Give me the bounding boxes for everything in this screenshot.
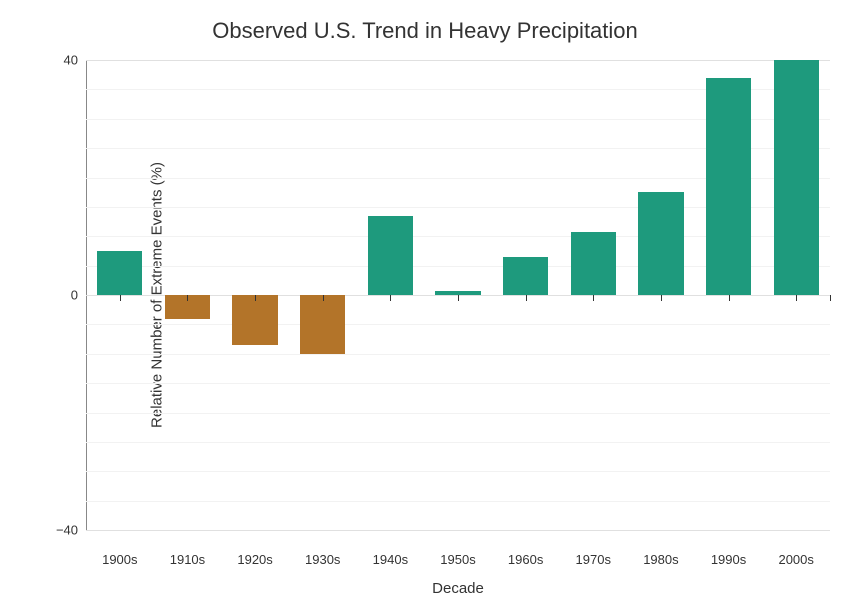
gridline-major [86, 60, 830, 61]
gridline-major [86, 530, 830, 531]
bar [774, 60, 819, 295]
bar [97, 251, 142, 295]
x-tick-label: 1900s [102, 552, 137, 567]
x-tick [255, 295, 256, 301]
bar [571, 232, 616, 295]
y-tick-label: 0 [71, 288, 86, 303]
bar [300, 295, 345, 354]
x-tick [661, 295, 662, 301]
bar [706, 78, 751, 295]
x-tick [323, 295, 324, 301]
x-tick [593, 295, 594, 301]
y-tick-label: 40 [64, 53, 86, 68]
x-axis-title: Decade [432, 580, 484, 597]
x-tick-label: 1920s [237, 552, 272, 567]
gridline-minor [86, 383, 830, 384]
x-tick [796, 295, 797, 301]
chart-title: Observed U.S. Trend in Heavy Precipitati… [0, 18, 850, 44]
x-tick-label: 1940s [373, 552, 408, 567]
x-tick-label: 1950s [440, 552, 475, 567]
x-tick [458, 295, 459, 301]
bar [638, 192, 683, 295]
gridline-minor [86, 324, 830, 325]
gridline-minor [86, 413, 830, 414]
x-tick [120, 295, 121, 301]
x-tick-label: 1930s [305, 552, 340, 567]
gridline-minor [86, 354, 830, 355]
bar [368, 216, 413, 295]
bar [232, 295, 277, 345]
gridline-minor [86, 501, 830, 502]
gridline-minor [86, 442, 830, 443]
x-tick-label: 1990s [711, 552, 746, 567]
x-tick [729, 295, 730, 301]
chart-container: Observed U.S. Trend in Heavy Precipitati… [0, 0, 850, 600]
x-tick-label: 1910s [170, 552, 205, 567]
y-tick-label: −40 [56, 523, 86, 538]
x-tick-label: 1970s [576, 552, 611, 567]
x-tick [187, 295, 188, 301]
x-tick-label: 2000s [778, 552, 813, 567]
x-tick [390, 295, 391, 301]
x-tick-label: 1980s [643, 552, 678, 567]
x-tick-label: 1960s [508, 552, 543, 567]
x-tick [526, 295, 527, 301]
gridline-minor [86, 471, 830, 472]
bar [503, 257, 548, 295]
x-tick [830, 295, 831, 301]
plot-area: Relative Number of Extreme Events (%) −4… [86, 60, 830, 530]
